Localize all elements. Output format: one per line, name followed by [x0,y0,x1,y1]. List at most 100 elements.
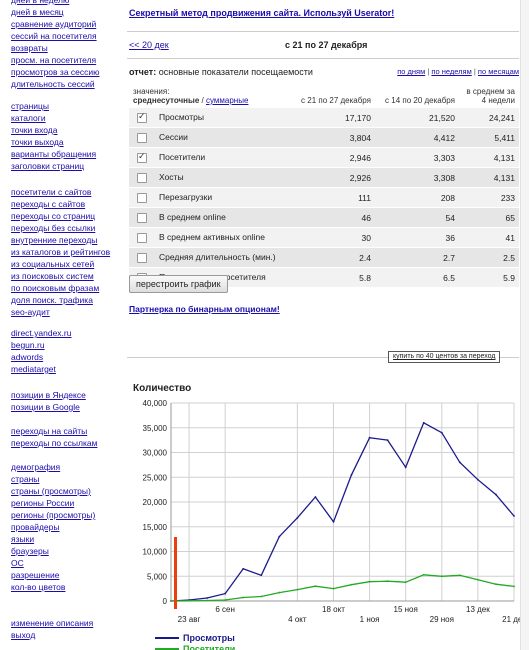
promo-link-userator[interactable]: Секретный метод продвижения сайта. Испол… [129,8,395,18]
sidebar-item[interactable]: direct.yandex.ru [11,328,72,338]
series-point [513,585,515,588]
partner-link[interactable]: Партнерка по бинарным опционам! [129,304,280,314]
sidebar-item[interactable]: кол-во цветов [11,582,66,592]
sidebar-item[interactable]: дней в месяц [11,7,64,17]
sidebar-group: позиции в Яндексе позиции в Google [11,389,126,413]
sidebar-item[interactable]: позиции в Google [11,402,80,412]
series-point [386,439,389,442]
value-current: 2.4 [287,247,375,268]
sidebar-item[interactable]: переходы без ссылки [11,223,96,233]
sidebar-group: дней в неделю дней в месяц сравнение аудит… [11,0,126,90]
sidebar-item[interactable]: провайдеры [11,522,60,532]
sidebar-item[interactable]: begun.ru [11,340,45,350]
series-point [188,599,190,602]
value-previous: 21,520 [375,107,459,128]
series-point [278,535,281,538]
series-point [206,597,209,599]
visits-chart: Количество 0 5,000 10,000 15,000 20,000 25,000… [133,383,521,650]
series-point [422,573,425,576]
table-row: Сессии 3,804 4,412 5,411 [129,127,519,148]
sidebar-item[interactable]: регионы России [11,498,75,508]
metric-cell: Хосты [129,167,287,188]
metric-checkbox[interactable] [137,232,147,243]
sidebar-item[interactable]: посетители с сайтов [11,187,92,197]
value-previous: 3,303 [375,147,459,168]
sidebar-item[interactable]: сравнение аудиторий [11,19,97,29]
sidebar-item[interactable]: каталоги [11,113,46,123]
sidebar-item[interactable]: adwords [11,352,44,362]
sidebar-item[interactable]: длительность сессий [11,79,95,89]
sidebar-item[interactable]: переходы с сайтов [11,199,86,209]
value-average: 233 [459,187,519,208]
sidebar-item[interactable]: браузеры [11,546,49,556]
sidebar-item[interactable]: позиции в Яндексе [11,390,86,400]
sidebar-item[interactable]: дней в неделю [11,0,70,5]
sidebar-item[interactable]: точки входа [11,125,58,135]
y-tick-label: 35,000 [143,424,168,433]
metric-checkbox[interactable] [137,252,147,263]
metric-cell: Перезагрузки [129,187,287,208]
series-point [224,599,227,601]
metric-checkbox[interactable] [137,111,147,123]
value-average: 5,411 [459,127,519,148]
sidebar-item[interactable]: разрешение [11,570,60,580]
sidebar-item[interactable]: регионы (просмотры) [11,510,96,520]
x-tick-label: 29 ноя [430,615,454,624]
sidebar-item[interactable]: страны (просмотры) [11,486,91,496]
sidebar-item[interactable]: доля поиск. трафика [11,295,93,305]
highlight-marker [174,537,177,609]
value-previous: 3,308 [375,167,459,188]
metric-checkbox[interactable] [137,192,147,203]
sidebar-item[interactable]: seo-аудит [11,307,50,317]
sidebar-item[interactable]: из каталогов и рейтингов [11,247,111,257]
sidebar-item[interactable]: страны [11,474,40,484]
buy-traffic-button[interactable]: купить по 40 центов за переход [388,351,501,363]
series-point [368,580,371,583]
sidebar-item[interactable]: просмотров за сессию [11,67,100,77]
value-current: 3,804 [287,127,375,148]
metric-cell: В среднем online [129,207,287,228]
metric-cell: Сессии [129,127,287,148]
view-days-link[interactable]: по дням [397,67,426,76]
metric-checkbox[interactable] [137,172,147,183]
metric-name: Средняя длительность (мин.) [159,252,276,263]
sidebar-item[interactable]: переходы по ссылкам [11,438,98,448]
sidebar-item[interactable]: страницы [11,101,50,111]
sidebar-item[interactable]: переходы со страниц [11,211,96,221]
sidebar-item[interactable]: выход [11,630,36,640]
view-months-link[interactable]: по месяцам [477,67,519,76]
sidebar-item[interactable]: точки выхода [11,137,64,147]
series-point [458,574,461,577]
scrollbar[interactable] [520,0,529,650]
prev-period-link[interactable]: << 20 дек [129,40,169,50]
rebuild-chart-button[interactable]: перестроить график [129,275,228,293]
view-sep: | [427,67,430,76]
metric-checkbox[interactable] [137,132,147,143]
sidebar-item[interactable]: сессий на посетителя [11,31,97,41]
sidebar-item[interactable]: языки [11,534,35,544]
table-row: Хосты 2,926 3,308 4,131 [129,167,519,188]
sidebar-item[interactable]: заголовки страниц [11,161,85,171]
sidebar-item[interactable]: изменение описания [11,618,94,628]
metric-checkbox[interactable] [137,212,147,223]
sidebar-item[interactable]: просм. на посетителя [11,55,97,65]
series-point [513,515,515,517]
sidebar-item[interactable]: по поисковым фразам [11,283,100,293]
series-point [224,592,227,595]
legend-label: Просмотры [183,633,235,643]
sidebar-item[interactable]: переходы на сайты [11,426,88,436]
sidebar-item[interactable]: ОС [11,558,24,568]
sidebar-item[interactable]: из социальных сетей [11,259,95,269]
metric-checkbox[interactable] [137,151,147,163]
sidebar-item[interactable]: варианты обращения [11,149,97,159]
sidebar-item[interactable]: из поисковых систем [11,271,94,281]
col-header-current: с 21 по 27 декабря [301,96,371,105]
sidebar-item[interactable]: внутренние переходы [11,235,98,245]
value-current: 30 [287,227,375,248]
sidebar-item[interactable]: mediatarget [11,364,56,374]
chart-title: Количество [133,383,191,394]
view-weeks-link[interactable]: по неделям [431,67,472,76]
mode-sum-link[interactable]: суммарные [206,96,249,105]
sidebar-item[interactable]: возвраты [11,43,48,53]
sidebar-item[interactable]: демография [11,462,61,472]
